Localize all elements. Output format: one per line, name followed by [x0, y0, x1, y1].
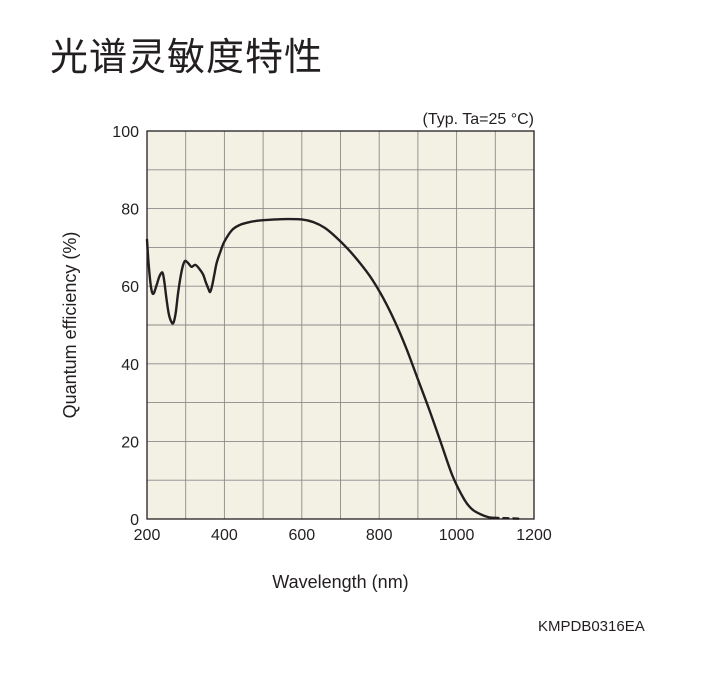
page-title: 光谱灵敏度特性 [50, 35, 324, 79]
x-tick-label: 800 [366, 527, 393, 544]
x-tick-label: 1000 [439, 527, 475, 544]
y-axis-label: Quantum efficiency (%) [60, 232, 80, 419]
quantum-efficiency-line [145, 217, 495, 520]
measurement-condition: (Typ. Ta=25 °C) [423, 111, 534, 128]
plot-frame [146, 130, 535, 520]
y-tick-labels: 0 20 40 60 80 100 [112, 124, 139, 529]
y-tick-label: 0 [130, 512, 139, 529]
x-tick-label: 400 [211, 527, 238, 544]
y-tick-label: 100 [112, 124, 139, 141]
grid-lines [147, 131, 534, 519]
x-tick-labels: 200 400 600 800 1000 1200 [134, 527, 552, 544]
y-tick-label: 80 [121, 202, 139, 219]
document-code: KMPDB0316EA [538, 618, 645, 635]
y-tick-label: 40 [121, 357, 139, 374]
x-tick-label: 600 [288, 527, 315, 544]
y-tick-label: 20 [121, 434, 139, 451]
y-tick-label: 60 [121, 279, 139, 296]
x-tick-label: 200 [134, 527, 161, 544]
x-tick-label: 1200 [516, 527, 552, 544]
x-axis-label: Wavelength (nm) [272, 572, 408, 592]
